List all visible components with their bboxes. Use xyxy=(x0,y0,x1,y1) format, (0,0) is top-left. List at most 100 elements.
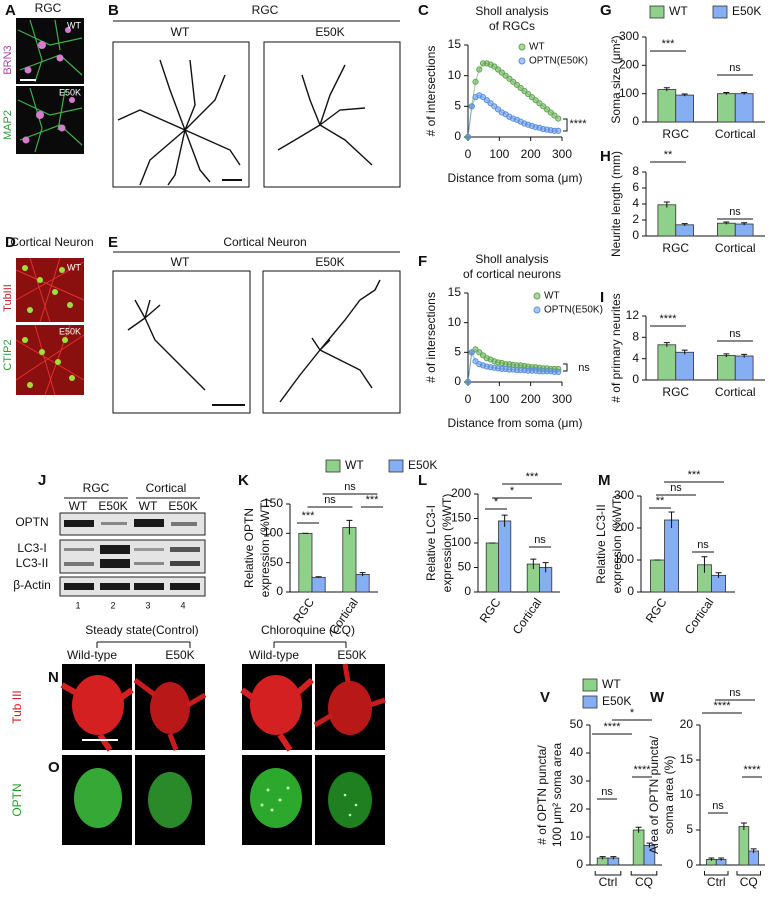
y-tick-label: 0 xyxy=(276,584,283,598)
bar xyxy=(498,520,512,593)
panel-letter: J xyxy=(38,472,46,489)
puncta xyxy=(260,786,358,817)
annotation: * xyxy=(510,485,515,497)
x-tick-label: 200 xyxy=(521,392,541,406)
annotation: *** xyxy=(688,469,702,481)
trace-frame xyxy=(112,270,251,414)
chart-title: of cortical neurons xyxy=(463,267,561,281)
point xyxy=(464,378,472,386)
error-bar xyxy=(681,349,688,355)
legend-marker xyxy=(533,292,541,300)
error-bar xyxy=(646,842,653,848)
condition-label: WT xyxy=(171,255,190,269)
error-bar xyxy=(635,826,642,833)
y-tick-label: 300 xyxy=(614,488,634,502)
panel-letter: D xyxy=(5,234,16,251)
y-tick-label: 20 xyxy=(570,801,584,815)
error-bar xyxy=(530,558,537,569)
legend-label: E50K xyxy=(408,458,437,472)
blot xyxy=(59,512,206,536)
lane-condition: E50K xyxy=(168,499,197,513)
y-axis-label: # of OPTN puncta/ xyxy=(535,745,549,845)
annotation: ns xyxy=(712,800,724,812)
stain-label: Tub III xyxy=(10,690,24,724)
header: Cortical Neuron xyxy=(223,235,306,249)
x-tick-label: Cortical xyxy=(682,596,717,637)
bar xyxy=(298,532,313,593)
point xyxy=(468,349,475,356)
y-tick-label: 0 xyxy=(632,372,639,386)
annotation: * xyxy=(494,496,499,508)
annotation: ns xyxy=(324,494,336,506)
x-tick-label: RGC xyxy=(290,595,317,625)
row-label: β-Actin xyxy=(13,578,51,592)
group-label: Chloroquine (CQ) xyxy=(261,623,355,637)
legend-label: E50K xyxy=(732,4,761,18)
y-tick-label: 5 xyxy=(686,822,693,836)
annotation: ** xyxy=(664,149,673,161)
bar xyxy=(734,223,754,237)
error-bar xyxy=(750,848,757,854)
error-bar xyxy=(723,221,730,225)
y-axis-label: Soma size (μm²) xyxy=(609,35,623,123)
neuron-trace xyxy=(277,64,373,166)
error-bar xyxy=(723,353,730,358)
y-tick-label: 15 xyxy=(448,37,462,51)
stain-label: CTIP2 xyxy=(2,339,14,370)
bar xyxy=(657,89,677,123)
panel-letter: B xyxy=(108,2,119,19)
point xyxy=(464,133,472,141)
panel-letter: C xyxy=(418,2,429,19)
stain-label: TubIII xyxy=(2,284,14,312)
point xyxy=(555,115,562,122)
series-line xyxy=(467,62,559,138)
blot xyxy=(59,576,206,597)
y-tick-label: 10 xyxy=(680,787,694,801)
x-tick-label: Cortical xyxy=(510,596,545,637)
x-tick-label: RGC xyxy=(662,241,689,255)
legend-label: WT xyxy=(544,291,560,302)
condition-label: WT xyxy=(67,20,81,30)
error-bar xyxy=(359,572,366,577)
y-tick-label: 8 xyxy=(632,330,639,344)
y-tick-label: 10 xyxy=(448,315,462,329)
bar xyxy=(717,355,736,381)
y-tick-label: 100 xyxy=(263,526,283,540)
legend-label: WT xyxy=(602,677,621,691)
error-bar xyxy=(599,856,606,860)
y-tick-label: 12 xyxy=(626,308,640,322)
panel-letter: N xyxy=(48,669,59,686)
annotation: **** xyxy=(659,313,677,325)
bar xyxy=(355,574,370,593)
legend-swatch xyxy=(388,459,404,473)
y-tick-label: 0 xyxy=(454,129,461,143)
bar xyxy=(717,222,736,237)
y-tick-label: 15 xyxy=(448,285,462,299)
y-tick-label: 15 xyxy=(680,752,694,766)
annotation: * xyxy=(630,707,635,719)
error-bar xyxy=(610,856,617,860)
neuron-trace xyxy=(279,279,381,403)
x-axis-label: Distance from soma (μm) xyxy=(448,416,583,430)
legend-marker xyxy=(518,57,526,65)
y-tick-label: 10 xyxy=(448,68,462,82)
chart-title: Sholl analysis xyxy=(475,252,548,266)
y-tick-label: 50 xyxy=(270,555,284,569)
y-axis-label: 100 μm² soma area xyxy=(550,743,564,848)
y-axis-label: # of primary neurites xyxy=(609,293,623,402)
point xyxy=(476,66,483,73)
x-axis-label: Distance from soma (μm) xyxy=(448,171,583,185)
error-bar xyxy=(668,511,675,528)
y-tick-label: 100 xyxy=(619,86,639,100)
x-tick-label: RGC xyxy=(662,127,689,141)
x-tick-label: 0 xyxy=(465,147,472,161)
y-tick-label: 30 xyxy=(570,773,584,787)
annotation: **** xyxy=(603,721,621,733)
y-tick-label: 20 xyxy=(680,717,694,731)
bar xyxy=(675,351,695,381)
neurites xyxy=(17,87,83,153)
error-bar xyxy=(708,857,715,861)
row-label: LC3-II xyxy=(16,556,49,570)
stain-label: OPTN xyxy=(10,783,24,816)
point xyxy=(468,103,475,110)
